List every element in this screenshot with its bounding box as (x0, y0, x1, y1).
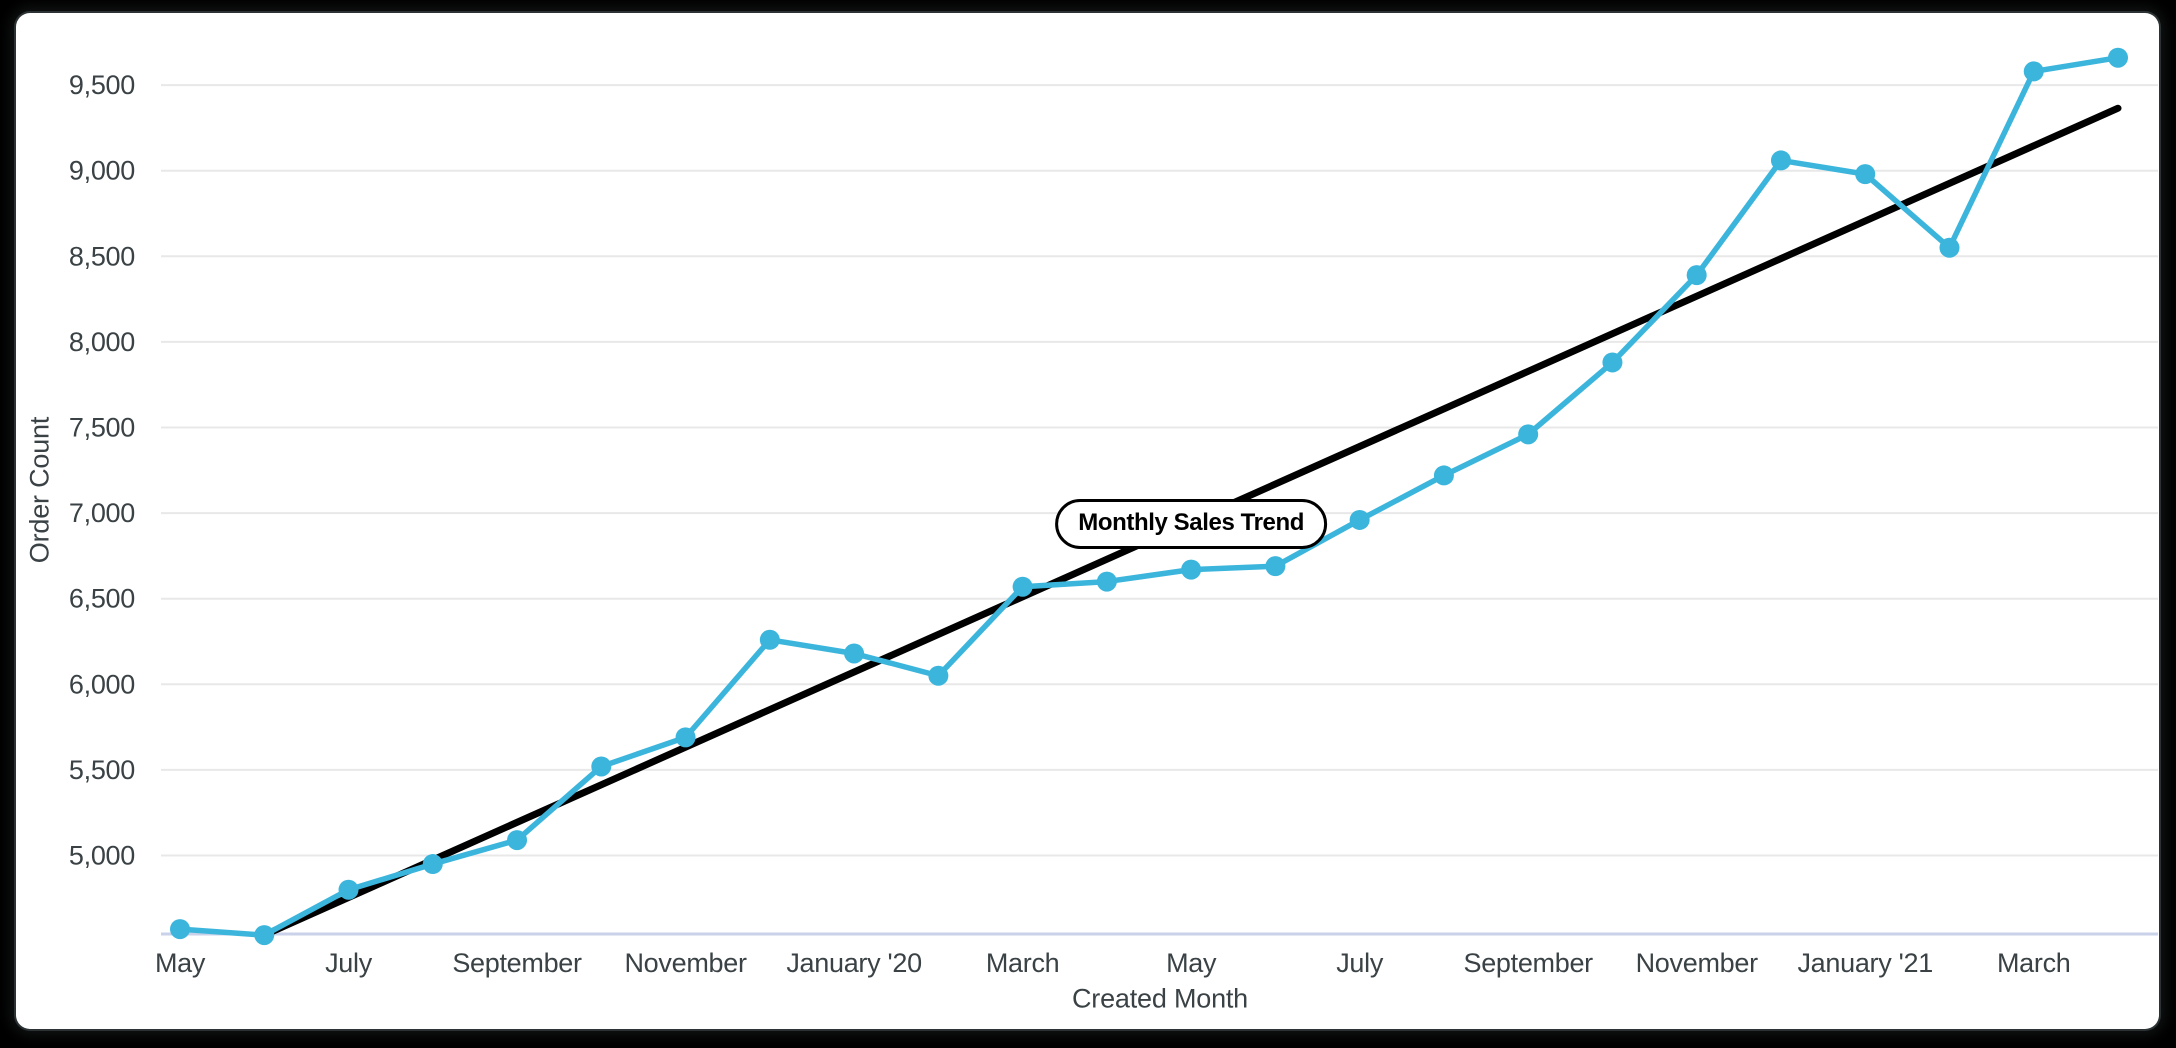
data-point-january-20[interactable] (844, 643, 865, 664)
data-point-december-20[interactable] (1770, 150, 1791, 171)
data-point-may-19[interactable] (170, 919, 190, 940)
data-point-september-19[interactable] (507, 830, 528, 851)
data-point-november-20[interactable] (1686, 265, 1707, 286)
data-point-august-19[interactable] (422, 854, 443, 875)
data-point-december-19[interactable] (759, 629, 780, 650)
trendline-label-text: Monthly Sales Trend (1078, 509, 1305, 537)
data-points (170, 47, 2128, 946)
data-point-august-20[interactable] (1433, 465, 1454, 486)
data-point-february-20[interactable] (928, 665, 949, 686)
trendline-label-pill: Monthly Sales Trend (1055, 499, 1328, 550)
data-point-may-20[interactable] (1181, 559, 1202, 580)
x-tick-label-2: July (325, 948, 373, 978)
x-tick-label-12: May (1166, 948, 1217, 978)
y-tick-label-7000: 7,000 (69, 498, 135, 528)
order-count-series-line (177, 54, 2121, 938)
y-tick-label-7500: 7,500 (69, 413, 135, 443)
data-point-june-20[interactable] (1265, 556, 1286, 577)
x-tick-label-10: March (986, 948, 1060, 978)
data-point-october-20[interactable] (1602, 352, 1623, 373)
y-tick-label-5000: 5,000 (69, 841, 135, 871)
x-tick-label-6: November (624, 948, 746, 978)
data-point-july-20[interactable] (1349, 509, 1370, 530)
x-tick-label-18: November (1636, 948, 1758, 978)
data-point-july-19[interactable] (338, 879, 359, 900)
x-tick-label-8: January '20 (786, 948, 921, 978)
x-axis-tick-labels: May July September November January '20 March… (155, 948, 2071, 978)
y-tick-label-9000: 9,000 (69, 156, 135, 186)
series-line (177, 54, 2121, 938)
y-axis-tick-labels: 5,000 5,500 6,000 6,500 7,000 7,500 8,000 8,500… (69, 70, 135, 870)
y-tick-label-5500: 5,500 (69, 755, 135, 785)
data-point-april-21[interactable] (2108, 47, 2128, 68)
x-tick-label-14: July (1336, 948, 1384, 978)
y-tick-label-8000: 8,000 (69, 327, 135, 357)
data-point-june-19[interactable] (254, 925, 275, 946)
x-tick-label-22: March (1997, 948, 2071, 978)
data-point-february-21[interactable] (1939, 237, 1960, 258)
data-point-april-20[interactable] (1096, 571, 1117, 592)
data-point-march-21[interactable] (2023, 61, 2044, 82)
y-tick-label-6500: 6,500 (69, 584, 135, 614)
x-tick-label-20: January '21 (1797, 948, 1932, 978)
data-point-march-20[interactable] (1012, 576, 1033, 597)
x-tick-label-0: May (155, 948, 206, 978)
y-tick-label-9500: 9,500 (69, 70, 135, 100)
x-tick-label-4: September (452, 948, 582, 978)
x-axis-title: Created Month (1072, 983, 1248, 1014)
data-point-november-19[interactable] (675, 727, 696, 748)
data-point-january-21[interactable] (1855, 164, 1876, 185)
y-tick-label-8500: 8,500 (69, 241, 135, 271)
y-tick-label-6000: 6,000 (69, 669, 135, 699)
data-point-october-19[interactable] (591, 756, 612, 777)
x-tick-label-16: September (1463, 948, 1593, 978)
y-axis-title: Order Count (24, 416, 55, 564)
gridlines (161, 84, 2158, 857)
data-point-september-20[interactable] (1518, 424, 1539, 445)
